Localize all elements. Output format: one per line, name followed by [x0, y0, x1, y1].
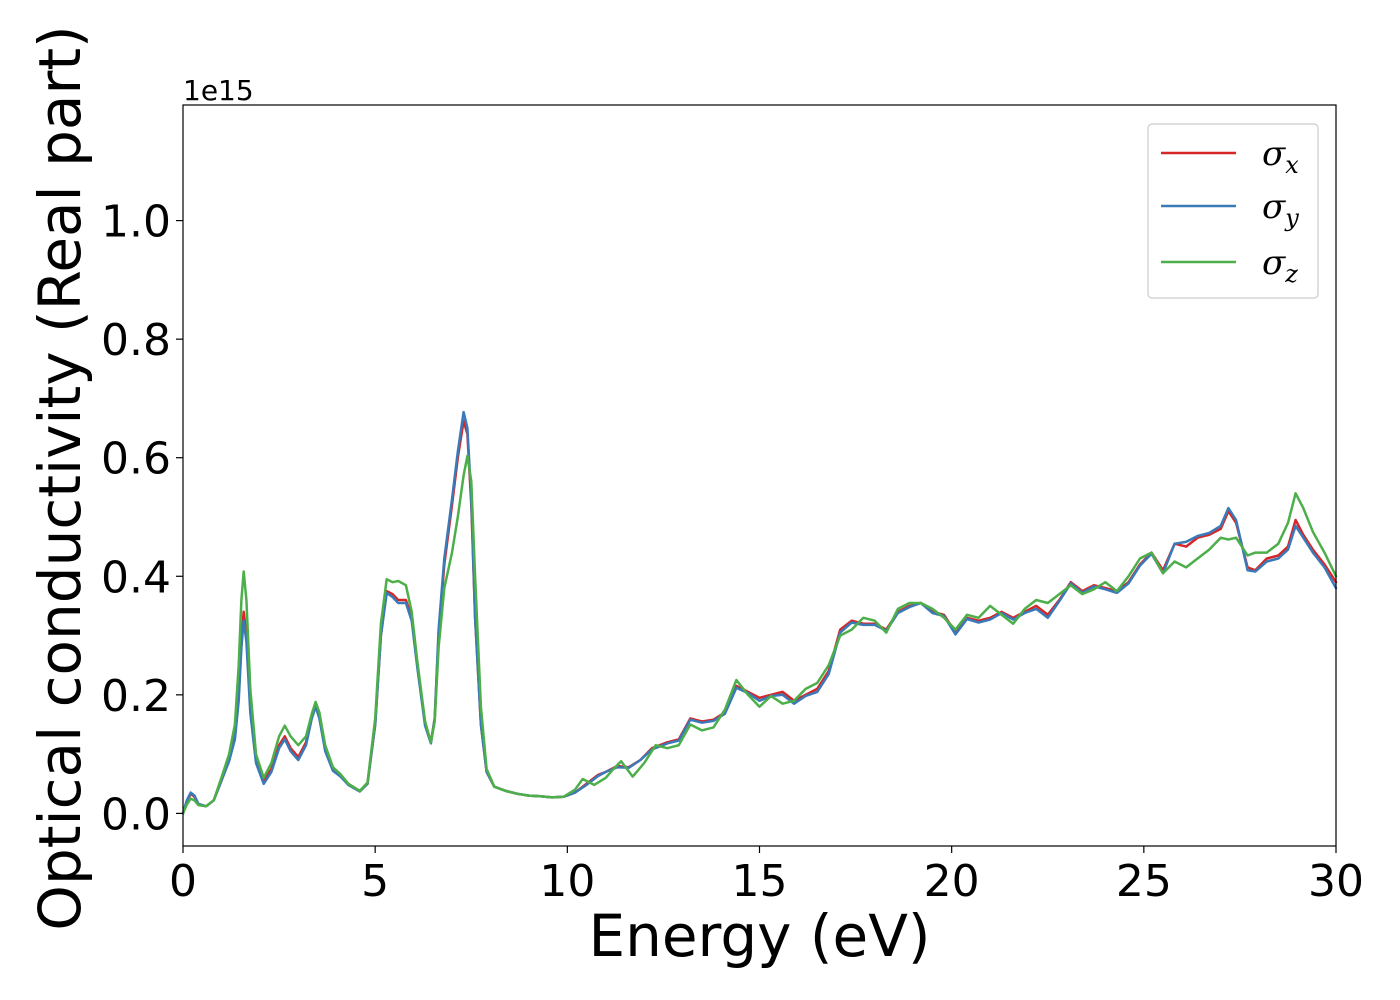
legend-sub-sigma-y: y [1284, 204, 1299, 232]
y-tick-label: 0.0 [101, 789, 171, 840]
series-layer [181, 410, 1338, 815]
y-tick-label: 0.4 [101, 552, 171, 603]
y-tick-label: 0.6 [101, 434, 171, 485]
legend: σx σy σz [1147, 123, 1319, 299]
legend-symbol-sigma-y: σ [1262, 187, 1286, 227]
x-tick-label: 10 [539, 856, 595, 907]
legend-label-sigma-x: σx [1262, 134, 1299, 179]
x-tick-label: 0 [169, 856, 197, 907]
x-tick-label: 25 [1116, 856, 1172, 907]
legend-sub-sigma-z: z [1284, 260, 1298, 288]
y-tick-label: 1.0 [101, 197, 171, 248]
legend-label-sigma-z: σz [1262, 243, 1298, 288]
x-tick-label: 5 [361, 856, 389, 907]
y-tick-label: 0.8 [101, 315, 171, 366]
legend-label-sigma-y: σy [1262, 187, 1299, 232]
series-line-sigma-z [181, 454, 1338, 815]
plot-frame [182, 104, 1337, 847]
ticks-layer: 0 5 10 15 20 25 30 0.0 0.2 0.4 0.6 0.8 1.0 [101, 197, 1364, 907]
y-offset-label: 1e15 [183, 74, 254, 107]
legend-symbol-sigma-z: σ [1262, 243, 1286, 283]
legend-box [1147, 123, 1319, 299]
series-line-sigma-y [181, 410, 1338, 815]
x-tick-label: 30 [1308, 856, 1364, 907]
legend-symbol-sigma-x: σ [1262, 134, 1286, 174]
x-tick-label: 20 [924, 856, 980, 907]
y-tick-label: 0.2 [101, 671, 171, 722]
x-axis-label: Energy (eV) [588, 902, 930, 970]
x-tick-label: 15 [732, 856, 788, 907]
legend-sub-sigma-x: x [1285, 151, 1299, 179]
y-axis-label: Optical conductivity (Real part) [26, 25, 94, 930]
